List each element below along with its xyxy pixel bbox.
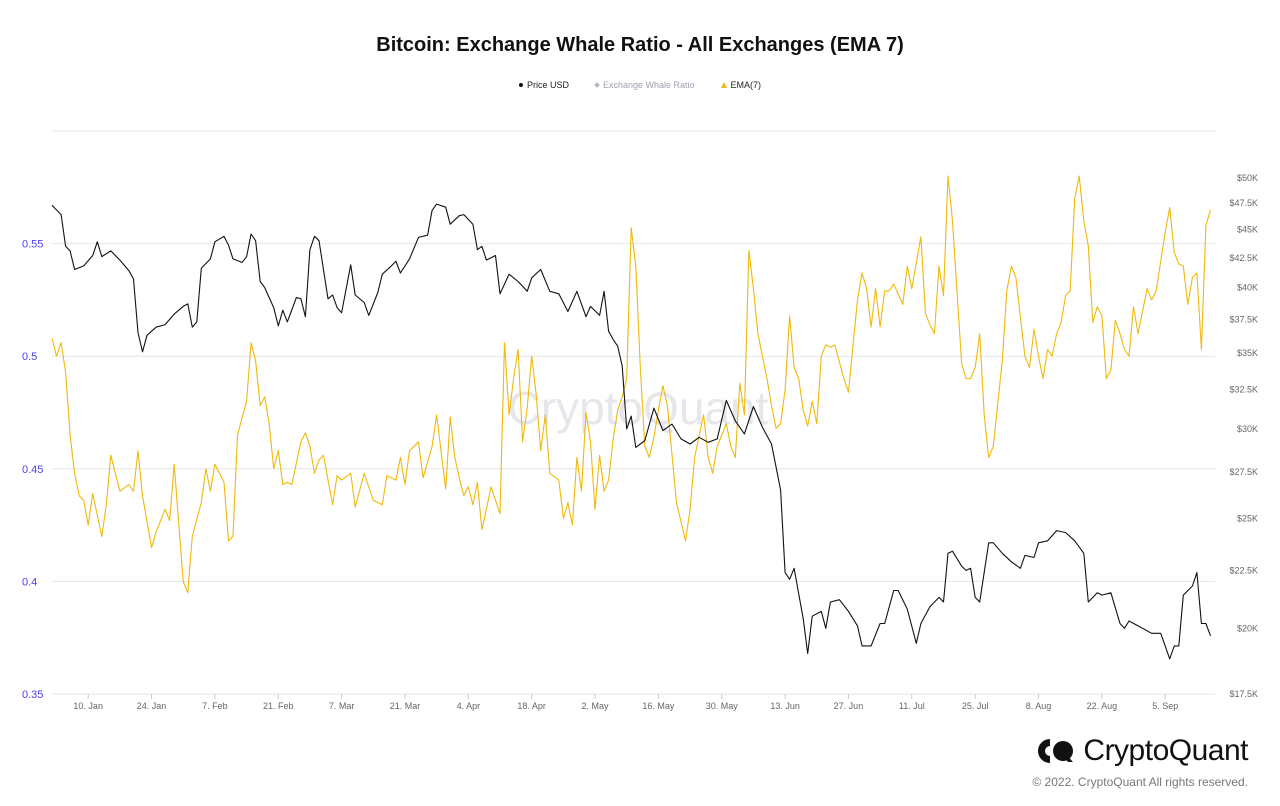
right-axis-tick-label: $27.5K — [1229, 467, 1258, 477]
x-axis-tick-label: 13. Jun — [770, 701, 800, 711]
left-axis-tick-label: 0.4 — [22, 576, 37, 588]
right-axis-tick-label: $45K — [1237, 225, 1258, 235]
left-axis-tick-label: 0.35 — [22, 689, 43, 701]
legend-label-price: Price USD — [526, 80, 569, 90]
series-line-price-usd — [51, 203, 1212, 660]
x-axis-tick-label: 27. Jun — [834, 701, 864, 711]
x-axis-tick-label: 30. May — [706, 701, 739, 711]
x-axis-tick-label: 10. Jan — [73, 701, 103, 711]
brand-logo: CryptoQuant — [1037, 734, 1248, 768]
x-axis-tick-label: 11. Jul — [899, 701, 925, 711]
legend: Price USD Exchange Whale Ratio EMA(7) — [0, 80, 1280, 90]
right-axis-tick-label: $17.5K — [1229, 689, 1258, 699]
left-axis-tick-label: 0.5 — [22, 351, 37, 363]
right-axis-tick-label: $35K — [1237, 348, 1258, 358]
x-axis-tick-label: 21. Mar — [390, 701, 421, 711]
x-axis-tick-label: 25. Jul — [962, 701, 989, 711]
right-axis-tick-label: $42.5K — [1229, 253, 1258, 263]
right-axis-tick-label: $37.5K — [1229, 314, 1258, 324]
x-axis-tick-label: 24. Jan — [137, 701, 167, 711]
left-axis: 0.35 0.4 0.45 0.5 0.55 — [22, 239, 43, 701]
x-axis-tick-label: 21. Feb — [263, 701, 294, 711]
series-line-ema-7 — [51, 175, 1212, 594]
right-axis: $17.5K $20K $22.5K $25K $27.5K $30K $32.5K $35K… — [1229, 173, 1258, 699]
x-axis-tick-label: 5. Sep — [1152, 701, 1178, 711]
x-axis-tick-label: 22. Aug — [1087, 701, 1118, 711]
right-axis-tick-label: $50K — [1237, 173, 1258, 183]
copyright: © 2022. CryptoQuant All rights reserved. — [1032, 775, 1248, 789]
x-axis-tick-label: 18. Apr — [517, 701, 546, 711]
left-axis-tick-label: 0.55 — [22, 239, 43, 251]
left-axis-tick-label: 0.45 — [22, 464, 43, 476]
legend-item-ratio[interactable]: Exchange Whale Ratio — [594, 80, 695, 90]
brand-name: CryptoQuant — [1083, 734, 1248, 767]
legend-item-ema[interactable]: EMA(7) — [720, 80, 762, 90]
right-axis-tick-label: $20K — [1237, 623, 1258, 633]
cryptoquant-logo-icon — [1038, 739, 1074, 763]
legend-item-price[interactable]: Price USD — [518, 80, 569, 90]
x-axis: 10. Jan 24. Jan 7. Feb 21. Feb 7. Mar 21. Mar… — [73, 694, 1178, 711]
x-axis-tick-label: 16. May — [642, 701, 675, 711]
right-axis-tick-label: $22.5K — [1229, 565, 1258, 575]
x-axis-tick-label: 2. May — [582, 701, 610, 711]
right-axis-tick-label: $30K — [1237, 424, 1258, 434]
dot-icon — [518, 83, 523, 87]
legend-label-ratio: Exchange Whale Ratio — [602, 80, 695, 90]
right-axis-tick-label: $40K — [1237, 283, 1258, 293]
x-axis-tick-label: 7. Feb — [202, 701, 228, 711]
x-axis-tick-label: 7. Mar — [329, 701, 355, 711]
x-axis-tick-label: 8. Aug — [1026, 701, 1052, 711]
right-axis-tick-label: $47.5K — [1229, 198, 1258, 208]
chart-title: Bitcoin: Exchange Whale Ratio - All Exch… — [376, 34, 904, 56]
triangle-icon — [720, 82, 727, 88]
right-axis-tick-label: $32.5K — [1229, 385, 1258, 395]
series-lines — [51, 175, 1212, 660]
right-axis-tick-label: $25K — [1237, 514, 1258, 524]
legend-label-ema: EMA(7) — [730, 80, 762, 90]
x-axis-tick-label: 4. Apr — [457, 701, 481, 711]
